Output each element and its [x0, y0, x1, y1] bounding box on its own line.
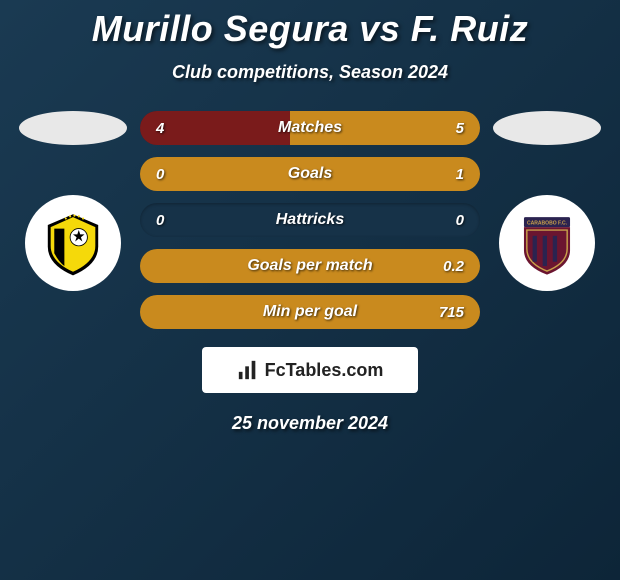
right-club-badge: CARABOBO F.C.	[499, 195, 595, 291]
date-text: 25 november 2024	[0, 413, 620, 434]
stat-value-left: 0	[140, 212, 200, 229]
stat-label: Matches	[200, 119, 420, 137]
right-player-ellipse	[493, 111, 601, 145]
stat-value-right: 0	[420, 212, 480, 229]
stat-label: Min per goal	[200, 303, 420, 321]
stat-bar-goals: 0 Goals 1	[140, 157, 480, 191]
stat-label: Hattricks	[200, 211, 420, 229]
stat-bar-hattricks: 0 Hattricks 0	[140, 203, 480, 237]
left-player-ellipse	[19, 111, 127, 145]
subtitle: Club competitions, Season 2024	[0, 62, 620, 83]
stat-value-right: 715	[420, 304, 480, 321]
stat-value-left: 0	[140, 166, 200, 183]
left-club-badge	[25, 195, 121, 291]
carabobo-crest-icon: CARABOBO F.C.	[511, 207, 583, 279]
page-title: Murillo Segura vs F. Ruiz	[0, 0, 620, 50]
stat-value-right: 5	[420, 120, 480, 137]
stat-value-left: 4	[140, 120, 200, 137]
tachira-crest-icon	[37, 207, 109, 279]
branding-text: FcTables.com	[265, 360, 384, 381]
stat-label: Goals per match	[200, 257, 420, 275]
stat-bar-min-per-goal: Min per goal 715	[140, 295, 480, 329]
svg-text:CARABOBO F.C.: CARABOBO F.C.	[527, 220, 568, 226]
stat-value-right: 1	[420, 166, 480, 183]
stat-bar-goals-per-match: Goals per match 0.2	[140, 249, 480, 283]
right-side-column: CARABOBO F.C.	[492, 111, 602, 291]
stat-value-right: 0.2	[420, 258, 480, 275]
stat-label: Goals	[200, 165, 420, 183]
stats-column: 4 Matches 5 0 Goals 1 0 Hattricks 0 Goal…	[140, 111, 480, 329]
bar-chart-icon	[237, 359, 259, 381]
branding-box: FcTables.com	[202, 347, 418, 393]
left-side-column	[18, 111, 128, 291]
infographic-container: Murillo Segura vs F. Ruiz Club competiti…	[0, 0, 620, 580]
main-row: 4 Matches 5 0 Goals 1 0 Hattricks 0 Goal…	[0, 111, 620, 329]
stat-bar-matches: 4 Matches 5	[140, 111, 480, 145]
